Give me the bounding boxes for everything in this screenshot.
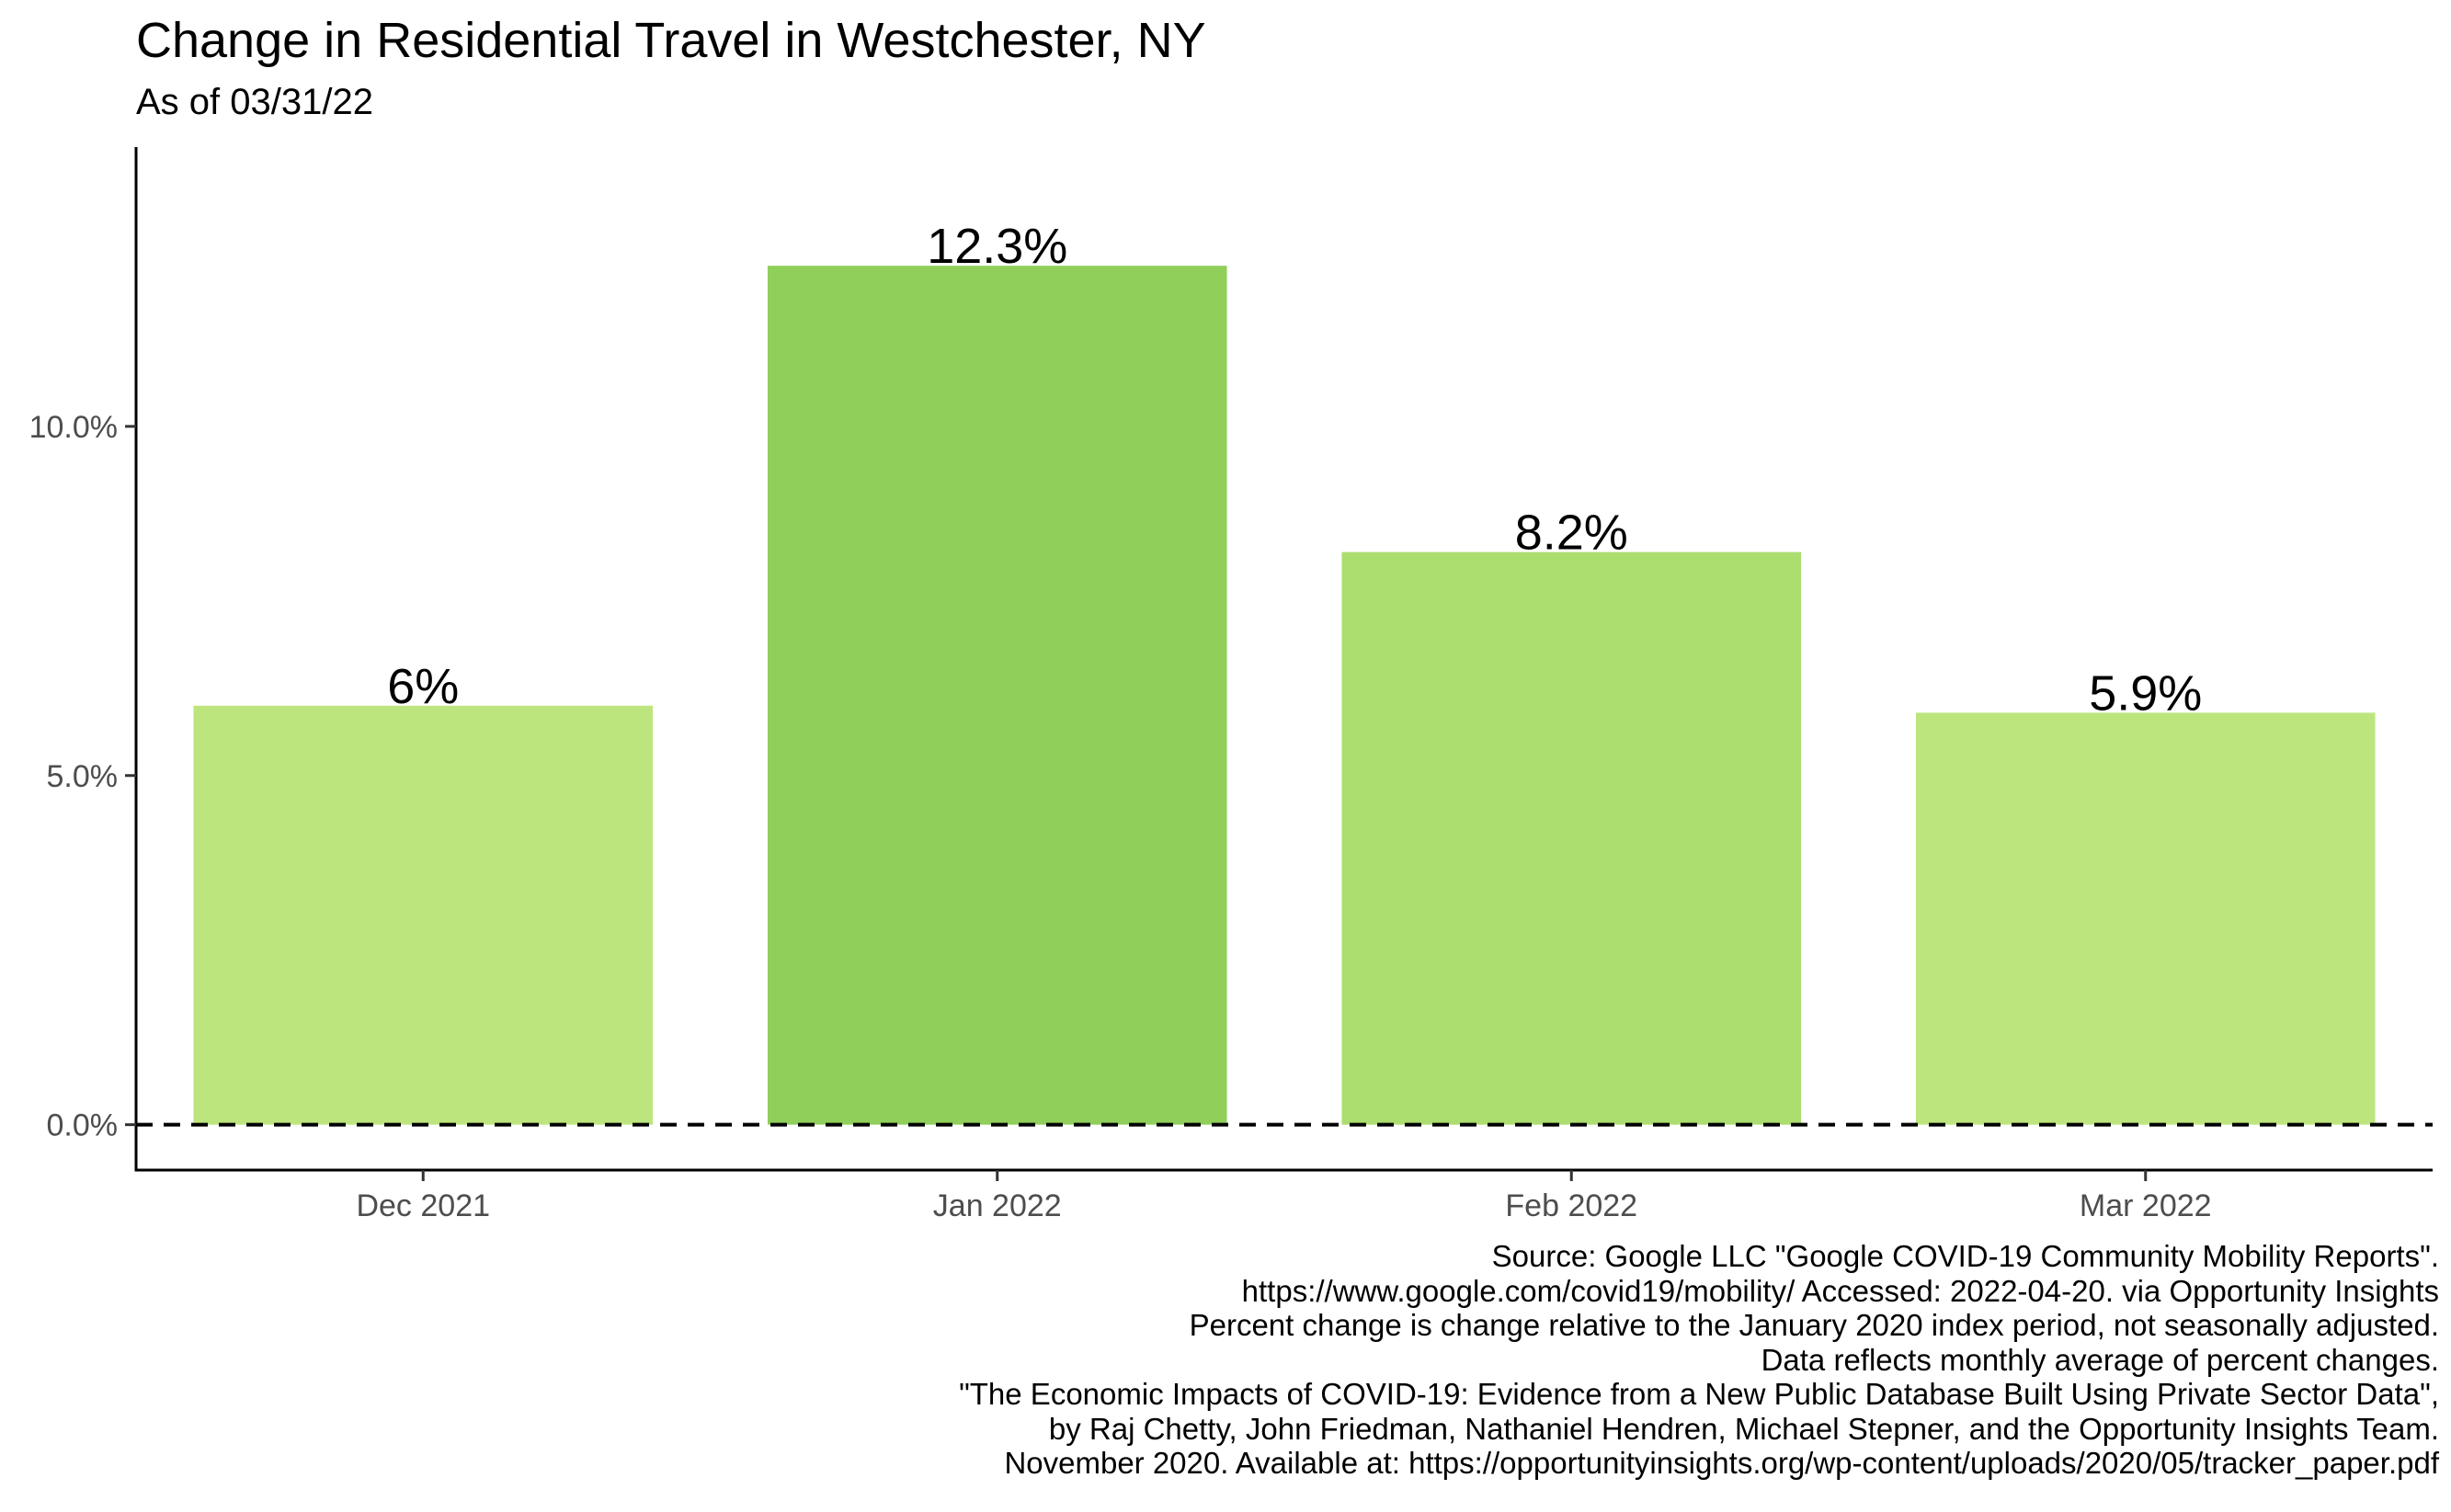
x-tick-label: Feb 2022 [1505, 1188, 1637, 1223]
chart-subtitle: As of 03/31/22 [136, 82, 373, 122]
data-label: 6% [387, 659, 459, 714]
bar-dec-2021 [193, 705, 654, 1125]
caption-line: Percent change is change relative to the… [1189, 1308, 2439, 1342]
x-tick-label: Dec 2021 [356, 1188, 490, 1223]
caption-line: Data reflects monthly average of percent… [1761, 1342, 2439, 1377]
data-label: 12.3% [927, 219, 1067, 274]
source-caption: Source: Google LLC "Google COVID-19 Comm… [233, 1239, 2439, 1481]
caption-line: Source: Google LLC "Google COVID-19 Comm… [1491, 1239, 2439, 1273]
y-tick-label: 0.0% [47, 1108, 119, 1143]
data-label: 5.9% [2089, 665, 2202, 721]
caption-line: "The Economic Impacts of COVID-19: Evide… [959, 1377, 2439, 1411]
bar-jan-2022 [767, 266, 1227, 1125]
caption-line: November 2020. Available at: https://opp… [1004, 1446, 2439, 1480]
data-label: 8.2% [1515, 506, 1628, 561]
x-tick-label: Jan 2022 [933, 1188, 1062, 1223]
y-tick-label: 10.0% [29, 410, 118, 445]
caption-line: by Raj Chetty, John Friedman, Nathaniel … [1048, 1411, 2439, 1446]
caption-line: https://www.google.com/covid19/mobility/… [1241, 1273, 2439, 1308]
chart-title: Change in Residential Travel in Westches… [136, 13, 1206, 68]
x-tick-label: Mar 2022 [2080, 1188, 2212, 1223]
bar-mar-2022 [1915, 712, 2376, 1125]
bar-feb-2022 [1341, 551, 1802, 1125]
y-tick-label: 5.0% [47, 759, 119, 794]
